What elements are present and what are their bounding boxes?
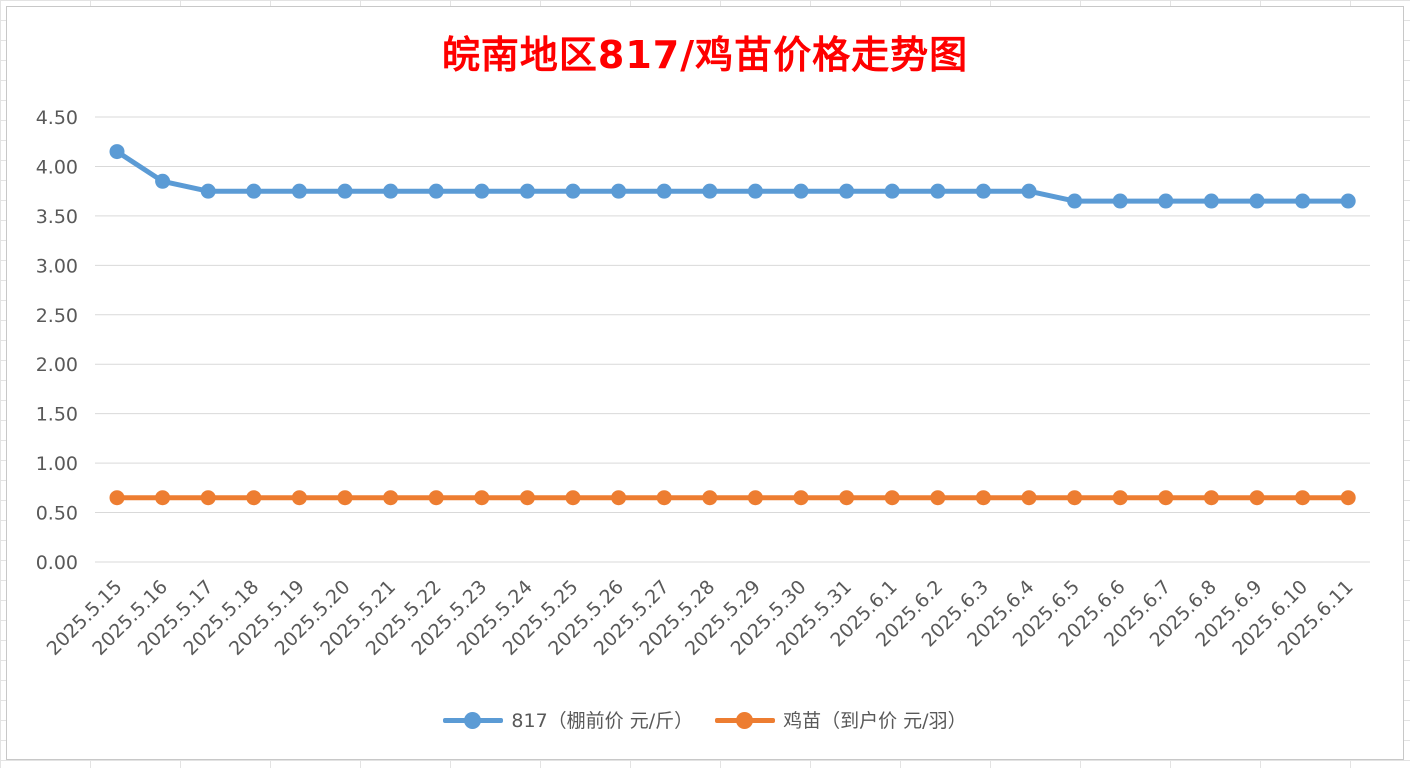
data-point-series-1[interactable] [884,490,900,506]
data-point-series-0[interactable] [702,183,718,199]
data-point-series-0[interactable] [383,183,399,199]
y-tick-label: 3.00 [36,255,78,277]
y-axis-tick-labels: 0.00 0.50 1.00 1.50 2.00 2.50 3.00 3.50 4.00 4.50 [36,107,78,574]
data-point-series-1[interactable] [747,490,763,506]
data-point-series-0[interactable] [747,183,763,199]
legend-item-series-0[interactable]: 817（棚前价 元/斤） [443,706,693,733]
data-point-series-1[interactable] [200,490,216,506]
data-point-series-1[interactable] [975,490,991,506]
data-point-series-1[interactable] [1067,490,1083,506]
data-point-series-1[interactable] [155,490,171,506]
chart-legend: 817（棚前价 元/斤） 鸡苗（到户价 元/羽） [0,706,1410,733]
data-point-series-0[interactable] [428,183,444,199]
data-point-series-1[interactable] [565,490,581,506]
data-point-series-1[interactable] [428,490,444,506]
data-point-series-0[interactable] [1067,193,1083,209]
chart-title: 皖南地区817/鸡苗价格走势图 [441,33,969,77]
data-point-series-1[interactable] [1112,490,1128,506]
legend-label-chick: 鸡苗（到户价 元/羽） [783,710,967,732]
data-point-series-0[interactable] [519,183,535,199]
data-point-series-0[interactable] [291,183,307,199]
data-point-series-1[interactable] [109,490,125,506]
data-point-series-1[interactable] [1249,490,1265,506]
data-point-series-0[interactable] [337,183,353,199]
data-point-series-1[interactable] [383,490,399,506]
data-point-series-0[interactable] [611,183,627,199]
data-point-series-1[interactable] [839,490,855,506]
y-tick-label: 0.00 [36,552,78,574]
data-point-series-1[interactable] [474,490,490,506]
data-point-series-1[interactable] [1021,490,1037,506]
data-point-series-0[interactable] [839,183,855,199]
legend-dot-817 [464,711,482,729]
data-point-series-0[interactable] [793,183,809,199]
data-point-series-1[interactable] [519,490,535,506]
data-point-series-0[interactable] [1112,193,1128,209]
data-point-series-0[interactable] [1158,193,1174,209]
data-point-series-1[interactable] [337,490,353,506]
data-point-series-1[interactable] [1295,490,1311,506]
y-tick-label: 1.50 [36,404,78,426]
data-point-series-0[interactable] [1340,193,1356,209]
data-point-series-0[interactable] [1295,193,1311,209]
data-point-series-1[interactable] [246,490,262,506]
data-point-series-0[interactable] [246,183,262,199]
data-point-series-1[interactable] [1158,490,1174,506]
legend-dot-chick [736,711,754,729]
legend-item-series-1[interactable]: 鸡苗（到户价 元/羽） [715,706,967,733]
data-point-series-1[interactable] [702,490,718,506]
data-point-series-0[interactable] [155,173,171,189]
series-plot-area [109,144,1356,506]
legend-label-817: 817（棚前价 元/斤） [511,710,694,732]
y-tick-label: 4.00 [36,156,78,178]
data-point-series-0[interactable] [975,183,991,199]
data-point-series-1[interactable] [1340,490,1356,506]
data-point-series-0[interactable] [656,183,672,199]
gridlines [95,116,1370,563]
data-point-series-0[interactable] [1249,193,1265,209]
y-tick-label: 3.50 [36,206,78,228]
data-point-series-0[interactable] [565,183,581,199]
y-tick-label: 2.50 [36,305,78,327]
y-tick-label: 1.00 [36,453,78,475]
series-line-0[interactable] [114,149,1351,204]
data-point-series-0[interactable] [109,144,125,160]
data-point-series-1[interactable] [291,490,307,506]
y-tick-label: 4.50 [36,107,78,129]
y-tick-label: 2.00 [36,354,78,376]
data-point-series-0[interactable] [884,183,900,199]
y-tick-label: 0.50 [36,503,78,525]
legend-marker-817-icon [443,711,504,729]
data-point-series-1[interactable] [611,490,627,506]
data-point-series-1[interactable] [793,490,809,506]
data-point-series-1[interactable] [930,490,946,506]
legend-marker-chick-icon [715,711,776,729]
data-point-series-1[interactable] [656,490,672,506]
data-point-series-0[interactable] [1021,183,1037,199]
data-point-series-1[interactable] [1203,490,1219,506]
data-point-series-0[interactable] [1203,193,1219,209]
data-point-series-0[interactable] [474,183,490,199]
x-axis-tick-labels: 2025.5.152025.5.162025.5.172025.5.182025… [43,576,1358,660]
data-point-series-0[interactable] [200,183,216,199]
chart-area[interactable] [6,6,1404,760]
data-point-series-0[interactable] [930,183,946,199]
